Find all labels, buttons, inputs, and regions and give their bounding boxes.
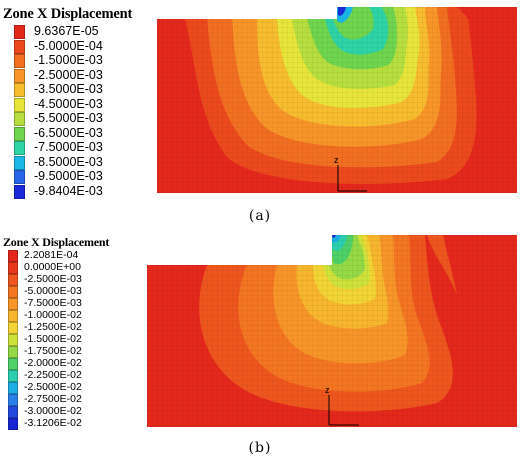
legend-label: -5.0000E-03 xyxy=(24,285,82,297)
displacement-contour-plot: z x xyxy=(157,7,517,193)
contour-panel-a: Zone X Displacement 9.6367E-05 -5.0000E-0… xyxy=(0,0,520,230)
legend-swatch xyxy=(14,184,25,199)
legend-swatch xyxy=(8,322,18,334)
legend-swatch xyxy=(14,83,25,97)
legend-entry: -6.5000E-03 xyxy=(14,125,174,142)
legend-swatch xyxy=(8,406,18,418)
legend-label: -8.5000E-03 xyxy=(34,154,103,169)
legend-label: -5.5000E-03 xyxy=(34,111,103,125)
legend-entry: -2.5000E-02 xyxy=(8,381,168,394)
legend-swatch xyxy=(14,68,25,83)
legend-swatch xyxy=(14,155,25,170)
legend-label: -9.8404E-03 xyxy=(34,183,103,198)
legend-title: Zone X Displacement xyxy=(3,6,133,22)
legend-label: -2.0000E-02 xyxy=(24,357,82,369)
figure-caption: (a) xyxy=(248,208,272,224)
displacement-contour-plot: z x xyxy=(147,235,517,427)
legend-swatch xyxy=(14,170,25,184)
legend-label: -1.2500E-02 xyxy=(24,321,82,333)
legend-label: -7.5000E-03 xyxy=(24,297,82,309)
legend-entry: -4.5000E-03 xyxy=(14,96,174,113)
legend-swatch xyxy=(8,394,18,406)
legend-label: -2.7500E-02 xyxy=(24,393,82,405)
legend-swatch xyxy=(14,141,25,155)
legend-label: -3.0000E-02 xyxy=(24,405,82,417)
legend-label: 9.6367E-05 xyxy=(34,24,99,38)
legend-label: 0.0000E+00 xyxy=(24,261,81,273)
legend-entry: -5.0000E-03 xyxy=(8,285,168,298)
legend-label: -7.5000E-03 xyxy=(34,140,103,154)
legend-label: -2.5000E-02 xyxy=(24,381,82,393)
legend-swatch xyxy=(8,358,18,370)
legend-swatch xyxy=(14,97,25,112)
legend-label: -3.5000E-03 xyxy=(34,82,103,96)
legend-label: -1.5000E-02 xyxy=(24,333,82,345)
legend-swatch xyxy=(8,418,18,430)
legend-swatch xyxy=(8,346,18,358)
legend-entry: -3.5000E-03 xyxy=(14,82,174,98)
legend-label: -6.5000E-03 xyxy=(34,125,103,140)
legend-entry: -2.5000E-03 xyxy=(8,273,168,286)
legend-swatch xyxy=(8,334,18,346)
z-axis-label: z xyxy=(325,385,330,395)
z-axis-label: z xyxy=(334,155,339,165)
legend-label: -4.5000E-03 xyxy=(34,96,103,111)
legend-label: -9.5000E-03 xyxy=(34,169,103,183)
legend-label: -5.0000E-04 xyxy=(34,38,103,53)
legend-swatch xyxy=(8,250,18,262)
legend-swatch xyxy=(8,298,18,310)
legend-entry: -3.0000E-02 xyxy=(8,405,168,418)
legend-swatch xyxy=(14,112,25,126)
legend-swatch xyxy=(8,310,18,322)
legend-label: -1.7500E-02 xyxy=(24,345,82,357)
legend-swatch xyxy=(8,262,18,274)
legend-entry: -9.5000E-03 xyxy=(14,169,174,185)
legend-entry: -2.0000E-02 xyxy=(8,357,168,370)
legend-entry: -1.5000E-02 xyxy=(8,333,168,346)
legend-label: -2.5000E-03 xyxy=(24,273,82,285)
legend-entry: -8.5000E-03 xyxy=(14,154,174,171)
legend-swatch xyxy=(8,274,18,286)
legend-entry: -2.7500E-02 xyxy=(8,393,168,406)
legend-label: -2.5000E-03 xyxy=(34,67,103,82)
figure-caption: (b) xyxy=(248,440,272,456)
legend-entry: -2.5000E-03 xyxy=(14,67,174,84)
legend-swatch xyxy=(14,25,25,39)
legend-entry: -2.2500E-02 xyxy=(8,369,168,382)
legend-label: -3.1206E-02 xyxy=(24,417,82,429)
legend-label: -1.0000E-02 xyxy=(24,309,82,321)
legend-title: Zone X Displacement xyxy=(3,235,110,249)
legend-entry: -7.5000E-03 xyxy=(8,297,168,310)
legend-swatch xyxy=(14,54,25,68)
legend-entry: 2.2081E-04 xyxy=(8,249,168,262)
legend-swatch xyxy=(8,286,18,298)
legend-entry: -3.1206E-02 xyxy=(8,417,168,430)
legend-entry: -1.7500E-02 xyxy=(8,345,168,358)
legend-swatch xyxy=(14,39,25,54)
legend-entry: -1.2500E-02 xyxy=(8,321,168,334)
contour-panel-b: Zone X Displacement 2.2081E-04 0.0000E+00… xyxy=(0,230,520,463)
legend-entry: -1.5000E-03 xyxy=(14,53,174,69)
legend-swatch xyxy=(14,126,25,141)
legend-swatch xyxy=(8,370,18,382)
legend-entry: -9.8404E-03 xyxy=(14,183,174,200)
legend-entry: -1.0000E-02 xyxy=(8,309,168,322)
legend-entry: -5.0000E-04 xyxy=(14,38,174,55)
legend-entry: 9.6367E-05 xyxy=(14,24,174,40)
legend-entry: -5.5000E-03 xyxy=(14,111,174,127)
legend-label: -2.2500E-02 xyxy=(24,369,82,381)
legend-entry: -7.5000E-03 xyxy=(14,140,174,156)
legend-label: 2.2081E-04 xyxy=(24,249,79,261)
legend-label: -1.5000E-03 xyxy=(34,53,103,67)
legend-entry: 0.0000E+00 xyxy=(8,261,168,274)
legend-swatch xyxy=(8,382,18,394)
